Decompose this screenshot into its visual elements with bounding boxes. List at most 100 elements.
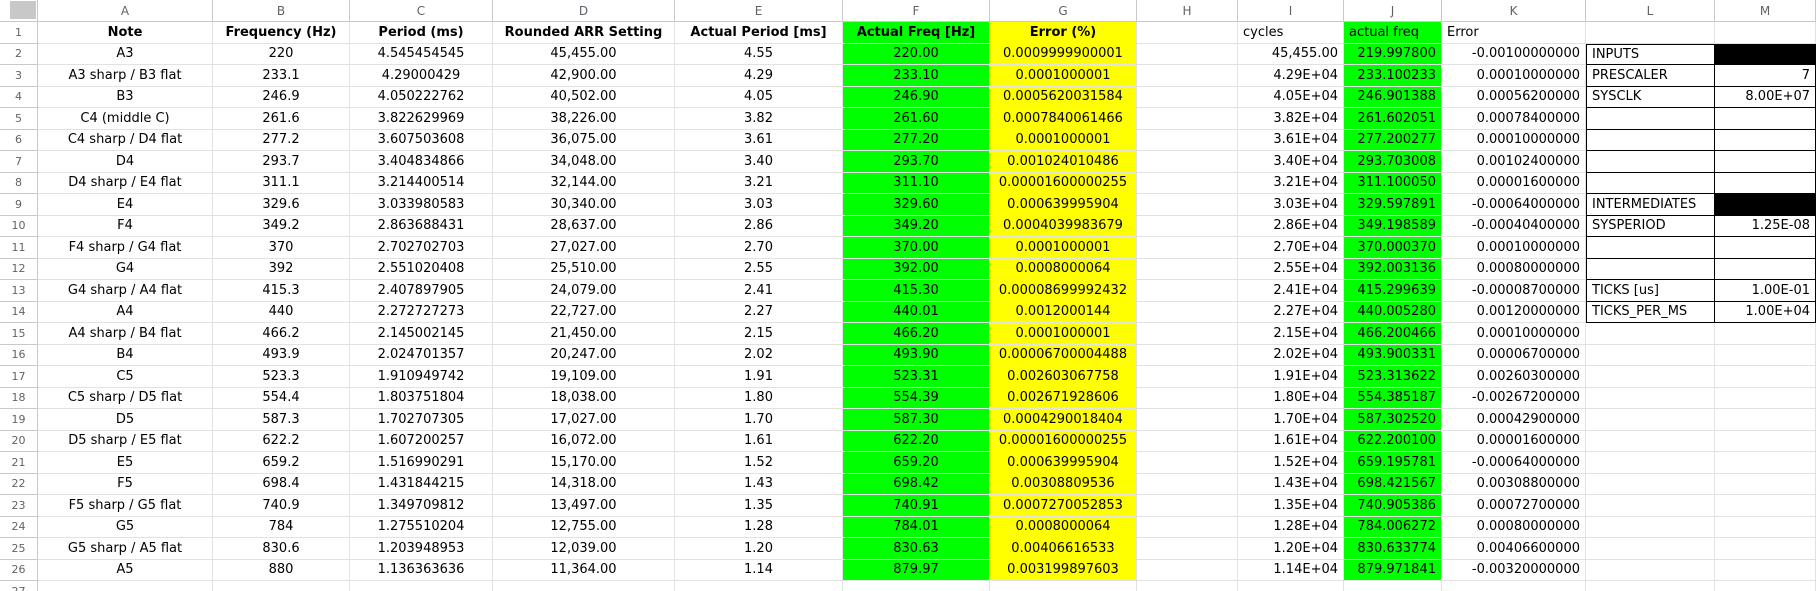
- cell-C6[interactable]: 3.607503608: [350, 129, 493, 151]
- cell-H20[interactable]: [1137, 430, 1238, 452]
- cell-F25[interactable]: 830.63: [843, 538, 990, 560]
- cell-C4[interactable]: 4.050222762: [350, 86, 493, 108]
- cell-A2[interactable]: A3: [38, 43, 213, 65]
- cell-C24[interactable]: 1.275510204: [350, 516, 493, 538]
- cell-E7[interactable]: 3.40: [675, 151, 843, 173]
- cell-J15[interactable]: 466.200466: [1344, 323, 1442, 345]
- cell-K23[interactable]: 0.00072700000: [1442, 495, 1586, 517]
- row-header-15[interactable]: 15: [0, 323, 38, 345]
- cell-M3[interactable]: 7: [1715, 65, 1816, 87]
- cell-B16[interactable]: 493.9: [213, 344, 350, 366]
- cell-F27[interactable]: [843, 581, 990, 591]
- cell-H26[interactable]: [1137, 559, 1238, 581]
- cell-F22[interactable]: 698.42: [843, 473, 990, 495]
- cell-D22[interactable]: 14,318.00: [493, 473, 675, 495]
- cell-I24[interactable]: 1.28E+04: [1238, 516, 1344, 538]
- cell-A14[interactable]: A4: [38, 301, 213, 323]
- row-header-1[interactable]: 1: [0, 22, 38, 44]
- cell-K10[interactable]: -0.00040400000: [1442, 215, 1586, 237]
- cell-G2[interactable]: 0.0009999900001: [990, 43, 1137, 65]
- cell-E23[interactable]: 1.35: [675, 495, 843, 517]
- cell-C9[interactable]: 3.033980583: [350, 194, 493, 216]
- row-header-20[interactable]: 20: [0, 430, 38, 452]
- cell-H4[interactable]: [1137, 86, 1238, 108]
- cell-C26[interactable]: 1.136363636: [350, 559, 493, 581]
- cell-L1[interactable]: [1586, 22, 1715, 44]
- cell-J18[interactable]: 554.385187: [1344, 387, 1442, 409]
- cell-C5[interactable]: 3.822629969: [350, 108, 493, 130]
- cell-G25[interactable]: 0.00406616533: [990, 538, 1137, 560]
- cell-D14[interactable]: 22,727.00: [493, 301, 675, 323]
- row-header-26[interactable]: 26: [0, 559, 38, 581]
- cell-A1[interactable]: Note: [38, 22, 213, 44]
- cell-C2[interactable]: 4.545454545: [350, 43, 493, 65]
- col-header-D[interactable]: D: [493, 0, 675, 22]
- cell-C15[interactable]: 2.145002145: [350, 323, 493, 345]
- cell-G3[interactable]: 0.0001000001: [990, 65, 1137, 87]
- col-header-K[interactable]: K: [1442, 0, 1586, 22]
- cell-H1[interactable]: [1137, 22, 1238, 44]
- cell-F5[interactable]: 261.60: [843, 108, 990, 130]
- cell-M2[interactable]: [1715, 43, 1816, 65]
- cell-D10[interactable]: 28,637.00: [493, 215, 675, 237]
- cell-E8[interactable]: 3.21: [675, 172, 843, 194]
- cell-G27[interactable]: [990, 581, 1137, 591]
- cell-F1[interactable]: Actual Freq [Hz]: [843, 22, 990, 44]
- cell-M19[interactable]: [1715, 409, 1816, 431]
- row-header-9[interactable]: 9: [0, 194, 38, 216]
- cell-H18[interactable]: [1137, 387, 1238, 409]
- cell-M25[interactable]: [1715, 538, 1816, 560]
- cell-D2[interactable]: 45,455.00: [493, 43, 675, 65]
- cell-I6[interactable]: 3.61E+04: [1238, 129, 1344, 151]
- cell-E12[interactable]: 2.55: [675, 258, 843, 280]
- cell-D9[interactable]: 30,340.00: [493, 194, 675, 216]
- cell-H27[interactable]: [1137, 581, 1238, 591]
- cell-I10[interactable]: 2.86E+04: [1238, 215, 1344, 237]
- cell-C25[interactable]: 1.203948953: [350, 538, 493, 560]
- cell-B26[interactable]: 880: [213, 559, 350, 581]
- cell-I9[interactable]: 3.03E+04: [1238, 194, 1344, 216]
- cell-B13[interactable]: 415.3: [213, 280, 350, 302]
- cell-C11[interactable]: 2.702702703: [350, 237, 493, 259]
- cell-J24[interactable]: 784.006272: [1344, 516, 1442, 538]
- cell-J19[interactable]: 587.302520: [1344, 409, 1442, 431]
- col-header-L[interactable]: L: [1586, 0, 1715, 22]
- cell-B11[interactable]: 370: [213, 237, 350, 259]
- cell-K26[interactable]: -0.00320000000: [1442, 559, 1586, 581]
- cell-M12[interactable]: [1715, 258, 1816, 280]
- cell-J10[interactable]: 349.198589: [1344, 215, 1442, 237]
- cell-B5[interactable]: 261.6: [213, 108, 350, 130]
- col-header-G[interactable]: G: [990, 0, 1137, 22]
- cell-M7[interactable]: [1715, 151, 1816, 173]
- cell-J13[interactable]: 415.299639: [1344, 280, 1442, 302]
- cell-D15[interactable]: 21,450.00: [493, 323, 675, 345]
- cell-L27[interactable]: [1586, 581, 1715, 591]
- cell-B27[interactable]: [213, 581, 350, 591]
- cell-D25[interactable]: 12,039.00: [493, 538, 675, 560]
- cell-L19[interactable]: [1586, 409, 1715, 431]
- col-header-M[interactable]: M: [1715, 0, 1816, 22]
- cell-G1[interactable]: Error (%): [990, 22, 1137, 44]
- cell-A18[interactable]: C5 sharp / D5 flat: [38, 387, 213, 409]
- cell-G6[interactable]: 0.0001000001: [990, 129, 1137, 151]
- cell-K5[interactable]: 0.00078400000: [1442, 108, 1586, 130]
- col-header-A[interactable]: A: [38, 0, 213, 22]
- cell-G22[interactable]: 0.00308809536: [990, 473, 1137, 495]
- cell-J2[interactable]: 219.997800: [1344, 43, 1442, 65]
- cell-J23[interactable]: 740.905386: [1344, 495, 1442, 517]
- cell-H2[interactable]: [1137, 43, 1238, 65]
- cell-G10[interactable]: 0.0004039983679: [990, 215, 1137, 237]
- cell-E25[interactable]: 1.20: [675, 538, 843, 560]
- cell-H15[interactable]: [1137, 323, 1238, 345]
- cell-C3[interactable]: 4.29000429: [350, 65, 493, 87]
- cell-D3[interactable]: 42,900.00: [493, 65, 675, 87]
- row-header-4[interactable]: 4: [0, 86, 38, 108]
- cell-K14[interactable]: 0.00120000000: [1442, 301, 1586, 323]
- cell-I22[interactable]: 1.43E+04: [1238, 473, 1344, 495]
- cell-E13[interactable]: 2.41: [675, 280, 843, 302]
- cell-G7[interactable]: 0.001024010486: [990, 151, 1137, 173]
- cell-J27[interactable]: [1344, 581, 1442, 591]
- cell-F6[interactable]: 277.20: [843, 129, 990, 151]
- cell-C17[interactable]: 1.910949742: [350, 366, 493, 388]
- cell-K3[interactable]: 0.00010000000: [1442, 65, 1586, 87]
